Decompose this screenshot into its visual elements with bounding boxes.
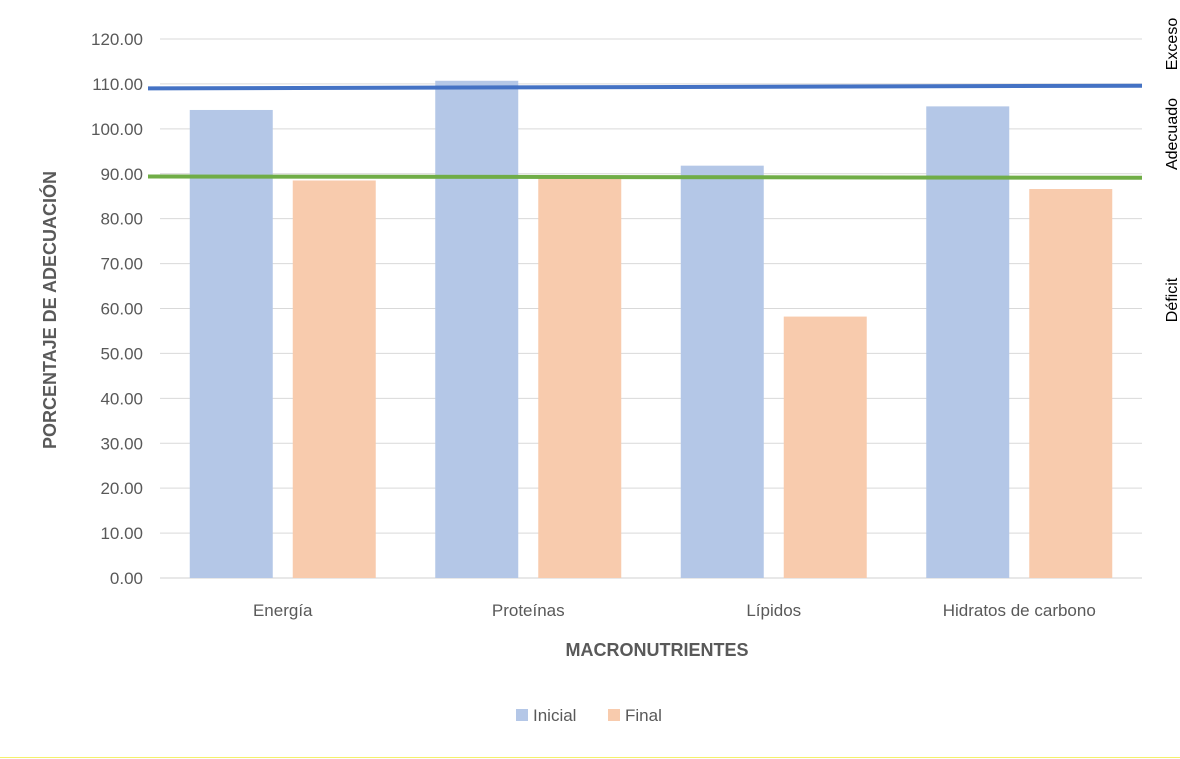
y-axis-title: PORCENTAJE DE ADECUACIÓN [39, 171, 60, 449]
bar-final-4 [1029, 189, 1113, 578]
x-axis-title: MACRONUTRIENTES [566, 640, 749, 660]
legend-label: Final [625, 706, 662, 725]
x-tick-label: Energía [253, 601, 313, 620]
legend-swatch [516, 709, 528, 721]
y-tick-label: 60.00 [100, 300, 143, 319]
bar-inicial-1 [189, 109, 273, 579]
bar-inicial-3 [680, 165, 764, 579]
bar-final-2 [538, 178, 622, 578]
y-tick-label: 0.00 [110, 569, 143, 588]
zone-labels: Exceso Adecuado Déficit [1164, 18, 1180, 323]
y-tick-label: 80.00 [100, 210, 143, 229]
x-tick-label: Proteínas [492, 601, 565, 620]
y-tick-label: 10.00 [100, 524, 143, 543]
bar-inicial-4 [926, 106, 1010, 578]
zone-label: Déficit [1164, 277, 1180, 322]
y-tick-label: 20.00 [100, 479, 143, 498]
y-tick-label: 120.00 [91, 30, 143, 49]
legend-label: Inicial [533, 706, 576, 725]
reference-lines [147, 83, 1143, 180]
bar-inicial-2 [435, 80, 519, 579]
zone-label: Exceso [1164, 18, 1180, 71]
y-tick-label: 30.00 [100, 434, 143, 453]
legend-swatch [608, 709, 620, 721]
x-tick-label: Hidratos de carbono [943, 601, 1096, 620]
reference-line-upper [147, 83, 1143, 91]
x-axis-ticks: Energía Proteínas Lípidos Hidratos de carbo… [253, 601, 1096, 620]
x-tick-label: Lípidos [746, 601, 801, 620]
bar-final-3 [783, 316, 867, 578]
y-tick-label: 100.00 [91, 120, 143, 139]
y-axis-ticks: 0.00 10.00 20.00 30.00 40.00 50.00 60.00 70.00 8… [91, 30, 143, 588]
y-tick-label: 110.00 [92, 75, 143, 94]
bar-final-1 [292, 180, 376, 579]
y-tick-label: 50.00 [100, 344, 143, 363]
y-tick-label: 70.00 [100, 255, 143, 274]
reference-line-lower [147, 174, 1143, 180]
bars [189, 80, 1113, 579]
y-tick-label: 90.00 [100, 165, 143, 184]
legend: Inicial Final [516, 706, 662, 725]
y-tick-label: 40.00 [100, 389, 143, 408]
zone-label: Adecuado [1164, 98, 1180, 170]
bottom-border [0, 757, 1180, 758]
